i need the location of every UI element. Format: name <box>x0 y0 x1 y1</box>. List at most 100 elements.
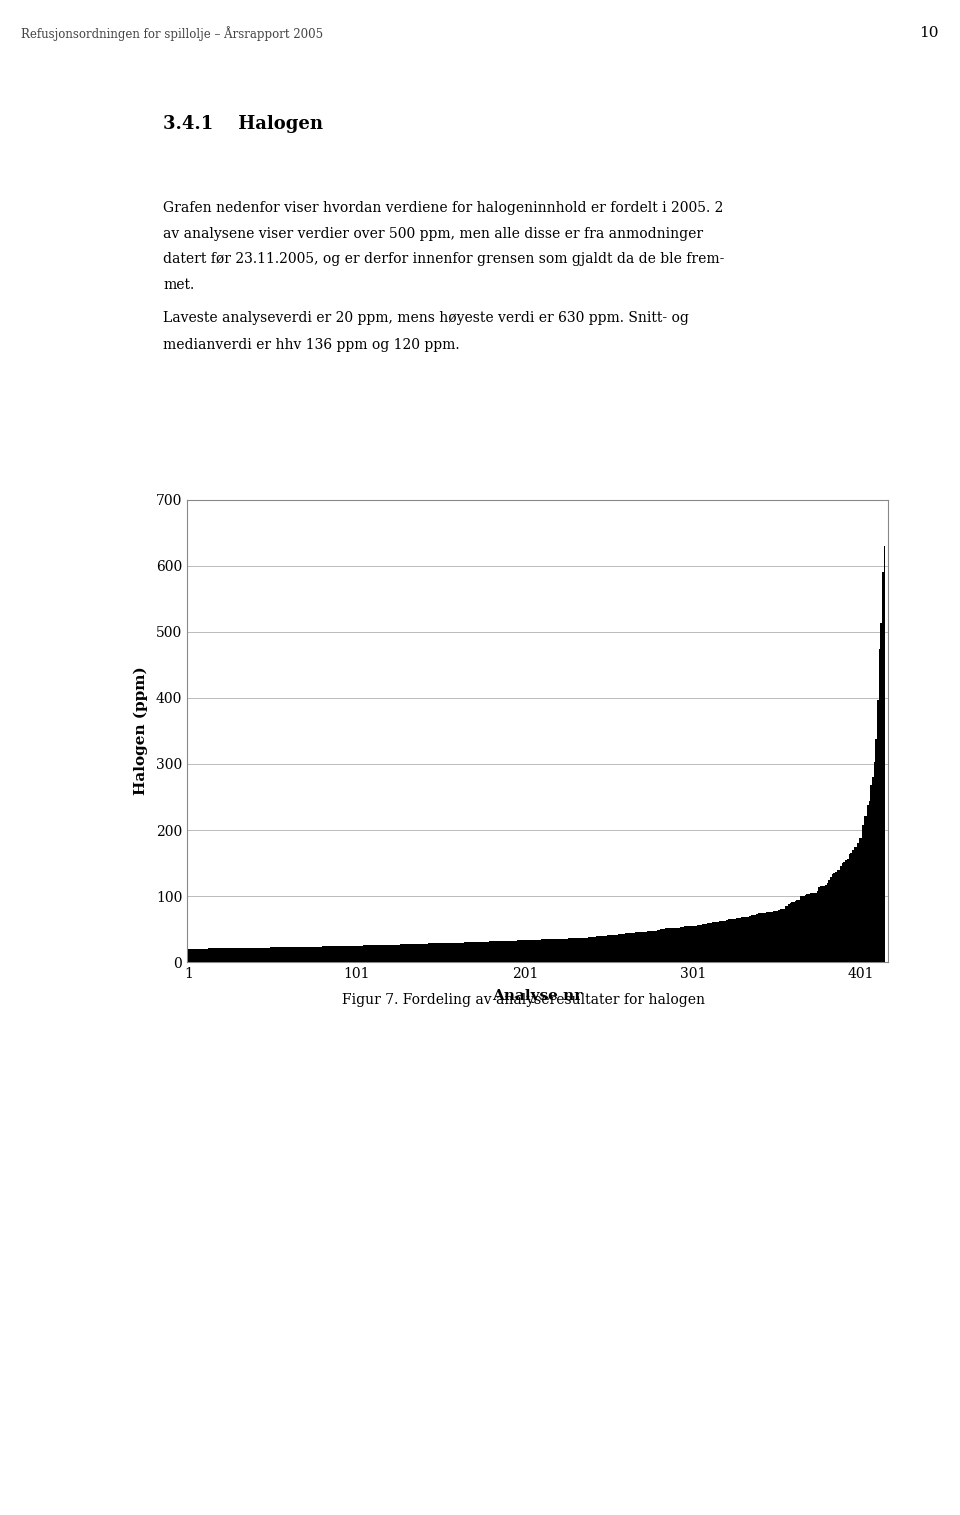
Bar <box>825 885 827 962</box>
Bar <box>642 932 643 962</box>
Bar <box>193 948 195 962</box>
Text: Refusjonsordningen for spillolje – Årsrapport 2005: Refusjonsordningen for spillolje – Årsra… <box>21 26 324 41</box>
Bar <box>386 945 388 962</box>
Bar <box>265 947 267 962</box>
Bar <box>660 930 662 962</box>
Bar <box>264 947 265 962</box>
Bar <box>555 939 556 962</box>
Bar <box>516 941 517 962</box>
Bar <box>618 935 620 962</box>
Bar <box>408 944 410 962</box>
Bar <box>509 941 511 962</box>
Bar <box>716 921 717 962</box>
Bar <box>603 936 605 962</box>
Bar <box>282 947 284 962</box>
Bar <box>390 945 392 962</box>
Bar <box>302 947 304 962</box>
Bar <box>743 917 744 962</box>
Bar <box>851 853 852 962</box>
Bar <box>247 948 249 962</box>
Bar <box>560 939 562 962</box>
Bar <box>215 948 217 962</box>
Bar <box>457 942 459 962</box>
Bar <box>605 936 607 962</box>
Bar <box>844 862 845 962</box>
Bar <box>200 948 202 962</box>
Bar <box>325 947 327 962</box>
Bar <box>453 942 455 962</box>
Bar <box>430 944 432 962</box>
Bar <box>721 921 723 962</box>
Bar <box>278 947 280 962</box>
Bar <box>858 838 860 962</box>
Bar <box>188 948 190 962</box>
Bar <box>591 936 593 962</box>
Bar <box>853 847 855 962</box>
Bar <box>332 947 334 962</box>
Bar <box>800 897 802 962</box>
Bar <box>423 944 425 962</box>
Bar <box>399 944 401 962</box>
Bar <box>218 948 220 962</box>
Bar <box>374 945 376 962</box>
Bar <box>704 924 706 962</box>
Bar <box>813 892 815 962</box>
Bar <box>701 924 703 962</box>
Bar <box>551 939 553 962</box>
Bar <box>284 947 285 962</box>
Bar <box>578 938 580 962</box>
Bar <box>406 944 408 962</box>
Bar <box>697 926 699 962</box>
Bar <box>464 942 466 962</box>
Bar <box>806 894 808 962</box>
Bar <box>627 933 629 962</box>
Bar <box>480 942 482 962</box>
Bar <box>475 942 477 962</box>
Bar <box>827 883 828 962</box>
Bar <box>766 912 768 962</box>
Bar <box>352 945 354 962</box>
Bar <box>677 927 679 962</box>
Bar <box>269 947 271 962</box>
Bar <box>520 941 522 962</box>
Bar <box>790 903 791 962</box>
Bar <box>636 932 638 962</box>
Bar <box>318 947 319 962</box>
Bar <box>527 941 529 962</box>
Bar <box>723 921 724 962</box>
Bar <box>228 948 230 962</box>
Bar <box>285 947 287 962</box>
Bar <box>289 947 291 962</box>
Bar <box>687 926 689 962</box>
Bar <box>810 894 811 962</box>
Bar <box>405 944 406 962</box>
Bar <box>880 623 882 962</box>
Bar <box>874 762 876 962</box>
Bar <box>484 942 486 962</box>
Bar <box>773 911 775 962</box>
Bar <box>300 947 302 962</box>
Bar <box>305 947 307 962</box>
Bar <box>299 947 300 962</box>
Bar <box>393 945 395 962</box>
Bar <box>684 927 685 962</box>
Bar <box>748 917 750 962</box>
Bar <box>338 945 339 962</box>
Bar <box>589 938 591 962</box>
Bar <box>784 906 786 962</box>
Bar <box>504 941 506 962</box>
Bar <box>363 945 365 962</box>
Bar <box>376 945 378 962</box>
Bar <box>871 785 872 962</box>
Bar <box>746 917 748 962</box>
Bar <box>623 933 625 962</box>
Bar <box>514 941 516 962</box>
Bar <box>383 945 385 962</box>
Bar <box>750 917 751 962</box>
Bar <box>734 918 736 962</box>
Bar <box>867 804 869 962</box>
Bar <box>822 886 824 962</box>
Bar <box>860 838 862 962</box>
Bar <box>366 945 368 962</box>
Bar <box>202 948 204 962</box>
